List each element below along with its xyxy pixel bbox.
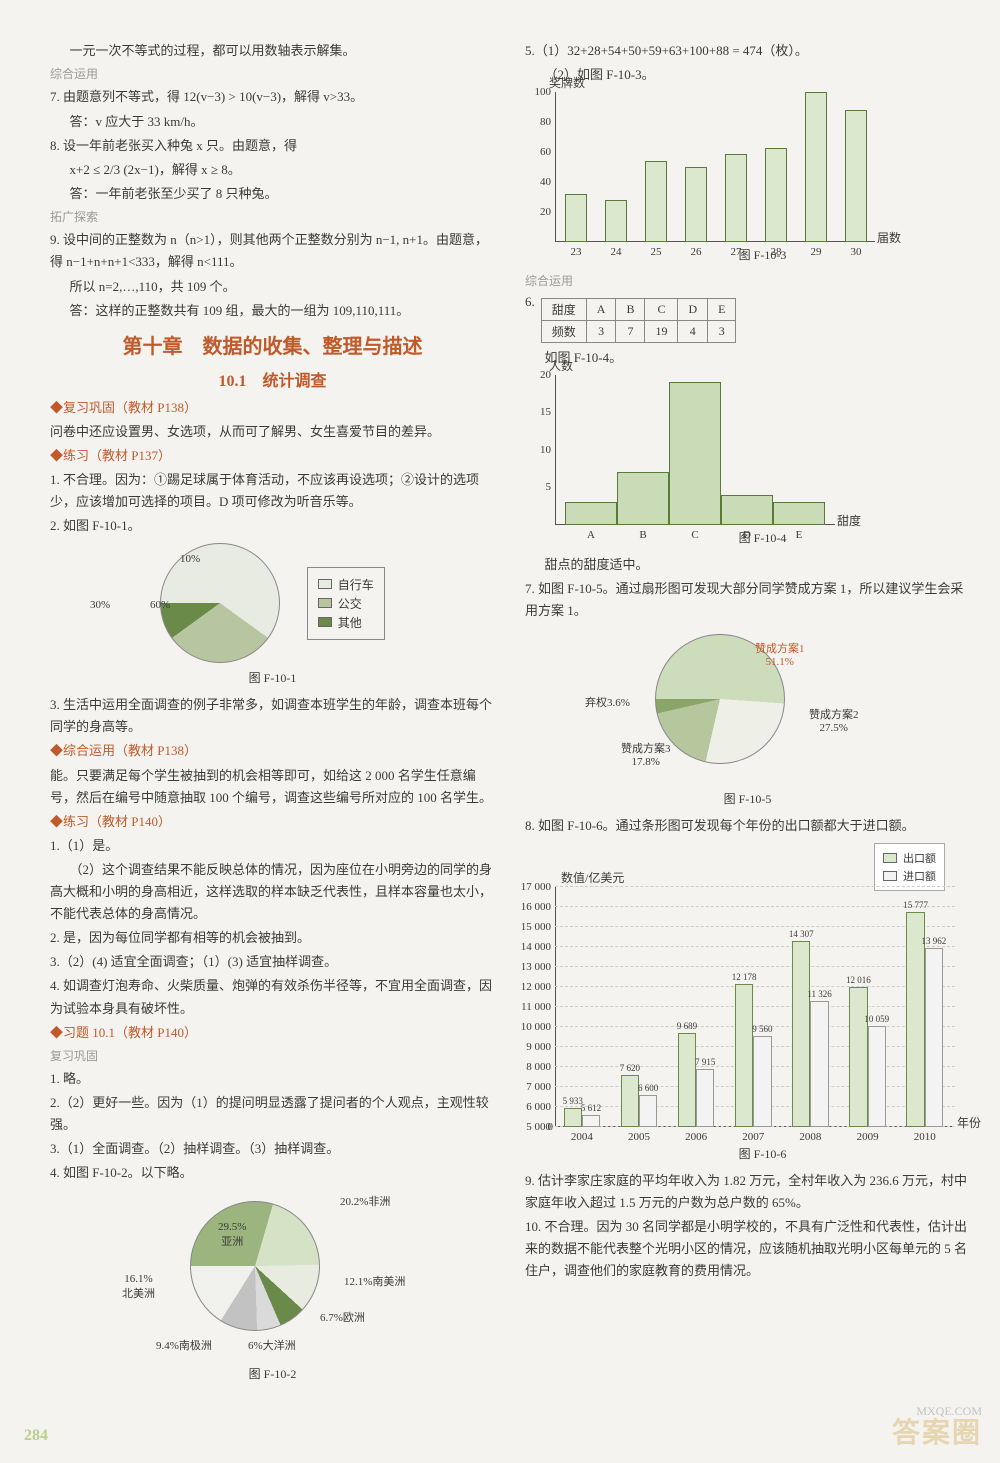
pie2-an: 9.4%南极洲 bbox=[156, 1337, 212, 1353]
histogram-4: 人数甜度5101520ABCDE bbox=[555, 375, 835, 525]
e3: 3.（1）全面调查。（2）抽样调查。（3）抽样调查。 bbox=[50, 1138, 495, 1160]
pC: 能。只要满足每个学生被抽到的机会相等即可，如给这 2 000 名学生任意编号，然… bbox=[50, 765, 495, 809]
q9c: 答：这样的正整数共有 109 组，最大的一组为 109,110,111。 bbox=[50, 300, 495, 322]
hx-d: ◆练习（教材 P140） bbox=[50, 811, 495, 833]
pie2-sa: 12.1%南美洲 bbox=[344, 1273, 405, 1289]
left-column: 一元一次不等式的过程，都可以用数轴表示解集。 综合运用 7. 由题意列不等式，得… bbox=[50, 40, 495, 1390]
r-q10: 10. 不合理。因为 30 名同学都是小明学校的，不具有广泛性和代表性，估计出来… bbox=[525, 1216, 970, 1282]
pie3-p2: 赞成方案227.5% bbox=[809, 706, 859, 734]
pA: 问卷中还应设置男、女选项，从而可了解男、女生喜爱节目的差异。 bbox=[50, 421, 495, 443]
d1a: 1.（1）是。 bbox=[50, 835, 495, 857]
hx-c: ◆综合运用（教材 P138） bbox=[50, 740, 495, 762]
d3: 3.（2）(4) 适宜全面调查；（1）(3) 适宜抽样调查。 bbox=[50, 951, 495, 973]
pie1-l0: 自行车 bbox=[338, 576, 374, 593]
q9a: 9. 设中间的正整数为 n（n>1），则其他两个正整数分别为 n−1, n+1。… bbox=[50, 229, 495, 273]
pie1-l2: 其他 bbox=[338, 614, 362, 631]
pie1-caption: 图 F-10-1 bbox=[50, 669, 495, 686]
pie1-l1: 公交 bbox=[338, 595, 362, 612]
p3: 3. 生活中运用全面调查的例子非常多，如调查本班学生的年龄，调查本班每个同学的身… bbox=[50, 694, 495, 738]
pie-chart-2: 29.5%亚洲 20.2%非洲 12.1%南美洲 6.7%欧洲 6%大洋洲 9.… bbox=[50, 1191, 495, 1361]
hx-e: ◆习题 10.1（教材 P140） bbox=[50, 1022, 495, 1044]
bar-chart-3: 奖牌数届数204060801002324252627282930 bbox=[555, 92, 875, 242]
intro-line: 一元一次不等式的过程，都可以用数轴表示解集。 bbox=[50, 40, 495, 62]
r-q5a: 5.（1）32+28+54+50+59+63+100+88 = 474（枚）。 bbox=[525, 40, 970, 62]
subhead-2: 拓广探索 bbox=[50, 207, 495, 227]
hist-caption: 图 F-10-4 bbox=[555, 529, 970, 546]
pie2-asia: 29.5%亚洲 bbox=[218, 1221, 246, 1249]
grouped-bar-6: 出口额进口额数值/亿美元年份5 0006 0007 0008 0009 0001… bbox=[555, 887, 955, 1127]
pie2-africa: 20.2%非洲 bbox=[340, 1193, 390, 1209]
pie-chart-1: 自行车 公交 其他 10% 30% 60% bbox=[50, 543, 495, 663]
e1: 1. 略。 bbox=[50, 1068, 495, 1090]
r-sub1: 综合运用 bbox=[525, 271, 970, 291]
r-q6c: 甜点的甜度适中。 bbox=[525, 554, 970, 576]
sub3: 复习巩固 bbox=[50, 1046, 495, 1066]
r-q9: 9. 估计李家庄家庭的平均年收入为 1.82 万元，全村年收入为 236.6 万… bbox=[525, 1170, 970, 1214]
freq-table: 甜度ABCDE 频数371943 bbox=[541, 298, 737, 343]
q8b: x+2 ≤ 2/3 (2x−1)，解得 x ≥ 8。 bbox=[50, 159, 495, 181]
pie1-legend: 自行车 公交 其他 bbox=[307, 567, 385, 640]
e2: 2.（2）更好一些。因为（1）的提问明显透露了提问者的个人观点，主观性较强。 bbox=[50, 1092, 495, 1136]
r-q6b: 如图 F-10-4。 bbox=[525, 347, 970, 369]
section-title: 10.1 统计调查 bbox=[50, 367, 495, 391]
q6-num: 6. bbox=[525, 294, 535, 310]
pie3-p4: 弃权3.6% bbox=[585, 694, 630, 710]
r-q5b: （2）如图 F-10-3。 bbox=[525, 64, 970, 86]
watermark-big: 答案圈 bbox=[892, 1411, 982, 1451]
q9b: 所以 n=2,…,110，共 109 个。 bbox=[50, 276, 495, 298]
gbar-caption: 图 F-10-6 bbox=[555, 1145, 970, 1162]
pie3-p3: 赞成方案317.8% bbox=[621, 740, 671, 768]
d1b: （2）这个调查结果不能反映总体的情况，因为座位在小明旁边的同学的身高大概和小明的… bbox=[50, 859, 495, 925]
p2: 2. 如图 F-10-1。 bbox=[50, 515, 495, 537]
pie2-caption: 图 F-10-2 bbox=[50, 1365, 495, 1382]
pie2-na: 16.1%北美洲 bbox=[122, 1273, 155, 1301]
chapter-title: 第十章 数据的收集、整理与描述 bbox=[50, 330, 495, 359]
pie1-v2: 10% bbox=[180, 553, 200, 565]
d4: 4. 如调查灯泡寿命、火柴质量、炮弹的有效杀伤半径等，不宜用全面调查，因为试验本… bbox=[50, 975, 495, 1019]
q8c: 答：一年前老张至少买了 8 只种兔。 bbox=[50, 183, 495, 205]
e4: 4. 如图 F-10-2。以下略。 bbox=[50, 1162, 495, 1184]
hx-b: ◆练习（教材 P137） bbox=[50, 445, 495, 467]
q7: 7. 由题意列不等式，得 12(v−3) > 10(v−3)，解得 v>33。 bbox=[50, 86, 495, 108]
pie2-eu: 6.7%欧洲 bbox=[320, 1309, 365, 1325]
page-columns: 一元一次不等式的过程，都可以用数轴表示解集。 综合运用 7. 由题意列不等式，得… bbox=[50, 40, 970, 1390]
pie-chart-5: 赞成方案151.1% 赞成方案227.5% 赞成方案317.8% 弃权3.6% bbox=[525, 626, 970, 786]
q8a: 8. 设一年前老张买入种兔 x 只。由题意，得 bbox=[50, 135, 495, 157]
right-column: 5.（1）32+28+54+50+59+63+100+88 = 474（枚）。 … bbox=[525, 40, 970, 1390]
pie2-oc: 6%大洋洲 bbox=[248, 1337, 296, 1353]
pie1-v0: 60% bbox=[150, 599, 170, 611]
pie1-v1: 30% bbox=[90, 599, 110, 611]
p1: 1. 不合理。因为：①踢足球属于体育活动，不应该再设选项；②设计的选项少，应该增… bbox=[50, 469, 495, 513]
r-q7: 7. 如图 F-10-5。通过扇形图可发现大部分同学赞成方案 1，所以建议学生会… bbox=[525, 578, 970, 622]
page-number: 284 bbox=[24, 1427, 48, 1445]
pie3-caption: 图 F-10-5 bbox=[525, 790, 970, 807]
q7b: 答：v 应大于 33 km/h。 bbox=[50, 111, 495, 133]
pie3-p1: 赞成方案151.1% bbox=[755, 640, 805, 668]
r-q8: 8. 如图 F-10-6。通过条形图可发现每个年份的出口额都大于进口额。 bbox=[525, 815, 970, 837]
subhead-1: 综合运用 bbox=[50, 64, 495, 84]
hx-a: ◆复习巩固（教材 P138） bbox=[50, 397, 495, 419]
d2: 2. 是，因为每位同学都有相等的机会被抽到。 bbox=[50, 927, 495, 949]
